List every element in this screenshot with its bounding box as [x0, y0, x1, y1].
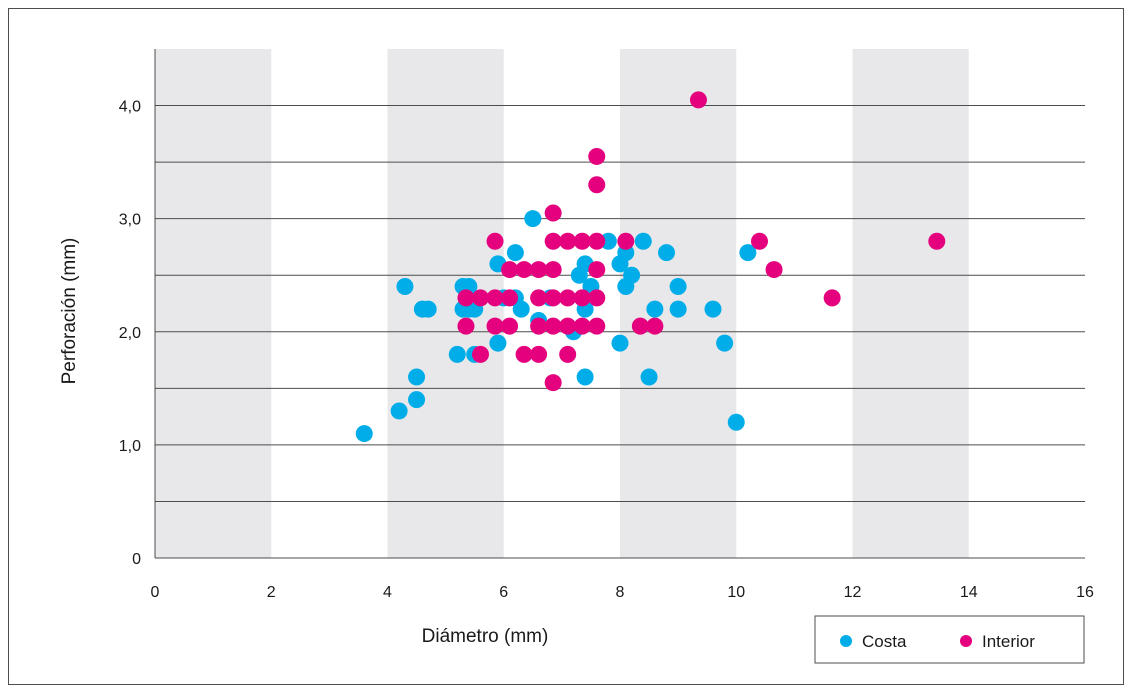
- legend: Costa Interior: [814, 615, 1085, 664]
- costa-point-6: [419, 300, 437, 318]
- interior-point-11: [515, 345, 533, 363]
- interior-point-37: [646, 317, 664, 335]
- interior-point-35: [617, 232, 635, 250]
- y-tick-label-2: 2,0: [119, 325, 141, 342]
- gridlines: [155, 105, 1085, 502]
- costa-point-27: [576, 368, 594, 386]
- legend-box: [814, 615, 1085, 664]
- interior-point-24: [559, 317, 577, 335]
- interior-point-18: [544, 261, 562, 279]
- interior-point-2: [472, 289, 489, 307]
- x-tick-label-3: 6: [499, 584, 508, 601]
- interior-point-31: [588, 232, 606, 250]
- x-axis-title: Diámetro (mm): [422, 626, 549, 647]
- interior-point-21: [544, 374, 562, 392]
- interior-point-29: [588, 147, 606, 165]
- chart-frame: 0 2 4 6 8 10 12 14 16 0 1,0 2,0 3,0 4,0 Diámetro (mm…: [8, 8, 1124, 685]
- costa-point-1: [390, 402, 408, 420]
- y-tick-labels: 0 1,0 2,0 3,0 4,0: [119, 99, 141, 568]
- y-tick-label-3: 3,0: [119, 212, 141, 229]
- interior-point-20: [544, 317, 562, 335]
- interior-point-41: [823, 289, 841, 307]
- interior-point-6: [486, 317, 504, 335]
- interior-point-42: [928, 232, 946, 250]
- interior-point-32: [588, 261, 606, 279]
- interior-point-0: [457, 289, 475, 307]
- x-tick-label-4: 8: [616, 584, 625, 601]
- shaded-band-0: [155, 49, 272, 558]
- costa-point-2: [396, 278, 414, 296]
- costa-point-14: [489, 334, 507, 352]
- legend-costa-marker: [840, 635, 852, 647]
- costa-point-43: [727, 413, 745, 431]
- interior-point-8: [501, 289, 519, 307]
- legend-interior-label: Interior: [982, 632, 1035, 651]
- interior-point-10: [515, 261, 533, 279]
- interior-point-7: [501, 261, 519, 279]
- axes: [154, 49, 1085, 559]
- x-tick-label-2: 4: [383, 584, 392, 601]
- costa-point-35: [634, 232, 652, 250]
- costa-point-7: [448, 345, 466, 363]
- legend-costa-label: Costa: [862, 632, 907, 651]
- interior-point-15: [530, 345, 548, 363]
- interior-point-9: [501, 317, 519, 335]
- x-tick-label-0: 0: [151, 584, 160, 601]
- x-tick-labels: 0 2 4 6 8 10 12 14 16: [151, 584, 1094, 601]
- interior-point-23: [559, 289, 577, 307]
- costa-point-40: [669, 300, 687, 318]
- costa-point-39: [669, 278, 687, 296]
- y-axis-title: Perforación (mm): [59, 238, 80, 385]
- x-tick-label-1: 2: [267, 584, 276, 601]
- interior-point-22: [559, 232, 577, 250]
- x-tick-label-7: 14: [960, 584, 978, 601]
- interior-point-3: [472, 345, 489, 363]
- costa-point-44: [739, 244, 757, 262]
- scatter-chart: 0 2 4 6 8 10 12 14 16 0 1,0 2,0 3,0 4,0 Diámetro (mm…: [59, 49, 1094, 664]
- interior-point-40: [765, 261, 783, 279]
- interior-point-19: [544, 289, 562, 307]
- legend-interior-marker: [960, 635, 972, 647]
- costa-point-19: [512, 300, 530, 318]
- costa-point-31: [611, 334, 629, 352]
- interior-point-5: [486, 289, 504, 307]
- interior-point-34: [588, 317, 606, 335]
- interior-point-39: [751, 232, 768, 250]
- costa-point-36: [640, 368, 658, 386]
- costa-point-0: [355, 425, 373, 443]
- interior-point-25: [559, 345, 577, 363]
- y-tick-label-0: 0: [132, 551, 141, 568]
- interior-point-28: [573, 317, 591, 335]
- costa-point-37: [646, 300, 664, 318]
- interior-point-1: [457, 317, 475, 335]
- interior-point-17: [544, 232, 562, 250]
- interior-point-33: [588, 289, 606, 307]
- data-points: [355, 91, 946, 443]
- costa-point-34: [623, 266, 641, 284]
- costa-point-4: [408, 368, 426, 386]
- y-tick-label-4: 4,0: [119, 99, 141, 116]
- x-tick-label-6: 12: [844, 584, 862, 601]
- costa-point-17: [506, 244, 524, 262]
- y-tick-label-1: 1,0: [119, 438, 141, 455]
- shaded-band-3: [852, 49, 969, 558]
- x-tick-label-5: 10: [727, 584, 745, 601]
- interior-point-4: [486, 232, 504, 250]
- interior-point-16: [544, 204, 562, 222]
- interior-point-38: [689, 91, 707, 109]
- interior-point-12: [530, 261, 548, 279]
- interior-point-30: [588, 176, 606, 194]
- costa-point-41: [704, 300, 722, 318]
- costa-point-20: [524, 210, 542, 228]
- interior-point-26: [573, 232, 591, 250]
- interior-point-27: [573, 289, 591, 307]
- x-tick-label-8: 16: [1076, 584, 1094, 601]
- interior-point-13: [530, 289, 548, 307]
- interior-point-14: [530, 317, 548, 335]
- costa-point-38: [658, 244, 675, 262]
- costa-point-42: [716, 334, 734, 352]
- costa-point-3: [408, 391, 426, 409]
- interior-point-36: [631, 317, 649, 335]
- costa-point-29: [599, 232, 617, 250]
